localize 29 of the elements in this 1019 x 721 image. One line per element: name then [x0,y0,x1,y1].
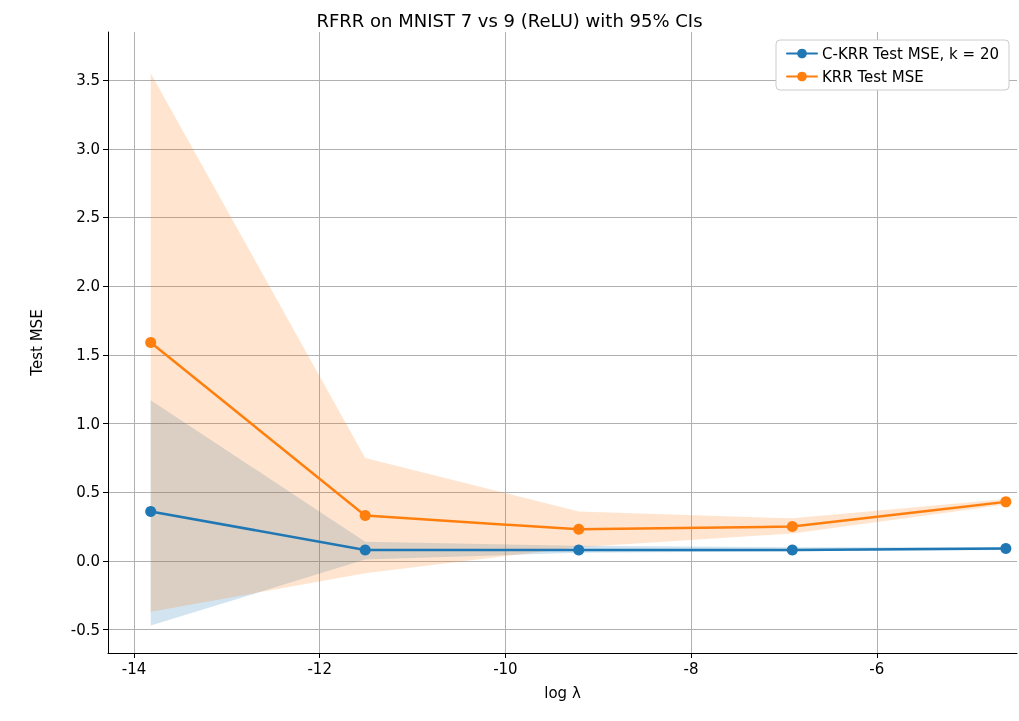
y-tick-label: 0.0 [76,551,100,570]
point [145,505,157,517]
x-tick-label: -8 [683,659,699,678]
y-tick-label: 1.0 [76,414,100,433]
point [359,510,371,522]
point [573,523,585,535]
chart-title: RFRR on MNIST 7 vs 9 (ReLU) with 95% CIs [316,9,703,31]
y-tick-label: 1.5 [76,345,100,364]
point [786,521,798,533]
y-axis-title: Test MSE [27,309,46,377]
y-tick-label: 0.5 [76,483,100,502]
point [1000,496,1012,508]
x-tick-label: -14 [121,659,147,678]
point [145,337,157,348]
legend-label: C-KRR Test MSE, k = 20 [822,44,999,63]
x-axis-title: log λ [544,683,581,702]
point [786,544,798,556]
x-tick-label: -10 [493,659,518,678]
y-tick-label: -0.5 [70,620,100,639]
x-tick-label: -12 [307,659,332,678]
legend-label: KRR Test MSE [822,67,924,86]
y-tick-label: 2.5 [76,208,100,227]
point [359,544,371,556]
point [1000,543,1012,555]
x-tick-label: -6 [869,659,885,678]
point [573,544,585,556]
y-tick-label: 3.0 [76,139,100,158]
y-tick-label: 3.5 [76,71,100,90]
y-tick-label: 2.0 [76,277,100,296]
